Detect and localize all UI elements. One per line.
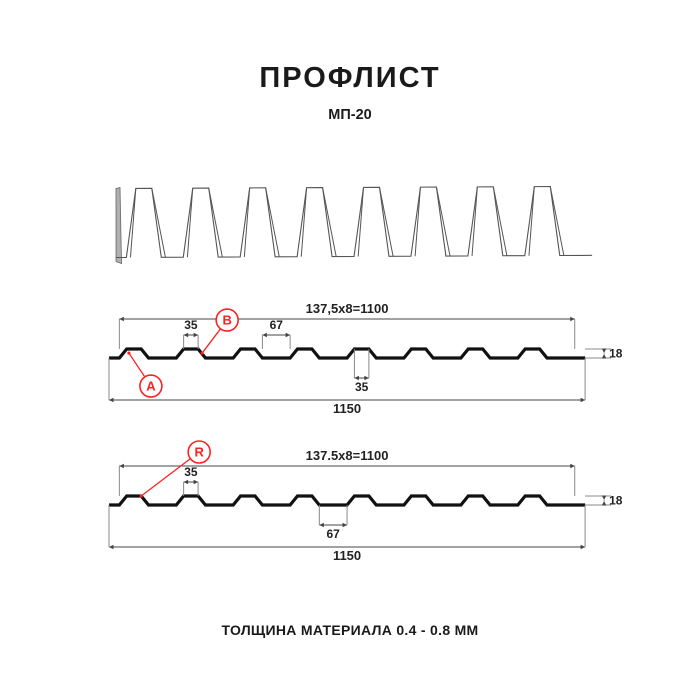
svg-text:18: 18	[609, 347, 623, 361]
svg-text:18: 18	[609, 494, 623, 508]
svg-text:137.5x8=1100: 137.5x8=1100	[306, 448, 389, 463]
svg-text:35: 35	[355, 380, 369, 394]
svg-text:67: 67	[327, 527, 341, 541]
svg-text:35: 35	[184, 465, 198, 479]
svg-text:B: B	[222, 312, 231, 327]
svg-text:1150: 1150	[333, 401, 361, 416]
svg-text:R: R	[194, 444, 204, 459]
svg-text:137,5x8=1100: 137,5x8=1100	[306, 301, 389, 316]
svg-text:35: 35	[184, 318, 198, 332]
svg-text:A: A	[146, 378, 156, 393]
svg-text:67: 67	[270, 318, 284, 332]
svg-text:1150: 1150	[333, 548, 361, 563]
